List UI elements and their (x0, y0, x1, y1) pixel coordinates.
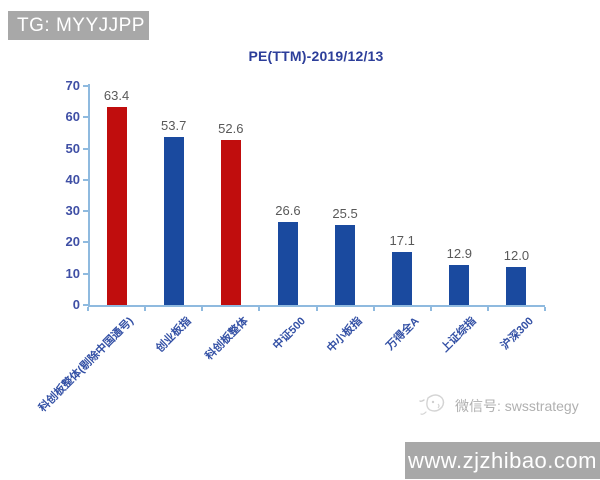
bottom-url-banner: www.zjzhibao.com (405, 442, 600, 479)
bar-value-label: 17.1 (389, 232, 415, 248)
x-category-label: 科创板整体 (203, 315, 251, 363)
x-axis-tick (429, 307, 432, 311)
bar-科创板整体 (220, 140, 241, 305)
y-axis-tick (83, 116, 88, 119)
y-axis-tick-label: 60 (65, 109, 80, 125)
bar-创业板指 (163, 136, 184, 305)
y-axis-tick (83, 85, 88, 87)
bar-value-label: 52.6 (218, 121, 244, 137)
bar-value-label: 53.7 (161, 117, 187, 133)
y-axis-tick-label: 40 (65, 171, 80, 187)
bar-中小板指 (335, 225, 356, 305)
bar-万得全A (392, 251, 413, 305)
bar-value-label: 63.4 (103, 87, 130, 103)
top-watermark-text: TG: MYYJJPP (17, 15, 145, 36)
bar-value-label: 26.6 (275, 202, 301, 218)
bird-logo-icon (419, 394, 445, 415)
x-category-label: 创业板指 (153, 315, 194, 355)
y-axis-tick (83, 147, 88, 150)
x-axis-line (88, 305, 545, 307)
bar-沪深300 (506, 267, 527, 305)
x-axis-tick (486, 307, 489, 311)
bottom-url-text: www.zjzhibao.com (408, 448, 597, 473)
x-category-label: 沪深300 (499, 315, 537, 353)
bar-value-label: 25.5 (332, 206, 358, 222)
bar-上证综指 (449, 264, 470, 305)
bar-科创板整体(剔除中国通号) (106, 106, 127, 305)
y-axis-tick (83, 178, 88, 181)
y-axis-tick (83, 241, 88, 244)
x-axis-tick (87, 307, 89, 311)
bar-value-label: 12.9 (446, 245, 472, 261)
wechat-id-text: 微信号: swsstrategy (455, 398, 579, 414)
x-axis-tick (372, 307, 375, 311)
y-axis-tick-label: 30 (65, 203, 80, 219)
x-axis-tick (544, 307, 546, 311)
x-category-label: 中小板指 (325, 315, 365, 355)
bar-value-label: 12.0 (503, 248, 530, 264)
x-category-label: 上证综指 (439, 315, 479, 355)
y-axis-line (88, 84, 90, 307)
x-axis-tick (315, 307, 318, 311)
y-axis-tick (83, 304, 88, 306)
y-axis-tick-label: 50 (65, 140, 80, 156)
y-axis-tick (83, 210, 88, 213)
y-axis-tick-label: 20 (65, 234, 80, 250)
chart-title: PE(TTM)-2019/12/13 (248, 48, 384, 64)
bar-中证500 (277, 221, 298, 305)
x-category-label: 中证500 (270, 315, 308, 353)
y-axis-tick-label: 10 (65, 265, 80, 281)
x-category-label: 万得全A (384, 315, 422, 353)
top-watermark-banner: TG: MYYJJPP (8, 11, 149, 40)
y-axis-tick (83, 272, 88, 275)
y-axis-tick-label: 70 (65, 78, 80, 93)
y-axis-tick-label: 0 (72, 297, 80, 312)
x-category-label: 科创板整体(剔除中国通号) (36, 315, 137, 415)
x-axis-tick (144, 307, 147, 311)
wechat-watermark (418, 390, 452, 420)
x-axis-tick (258, 307, 261, 311)
x-axis-tick (201, 307, 204, 311)
